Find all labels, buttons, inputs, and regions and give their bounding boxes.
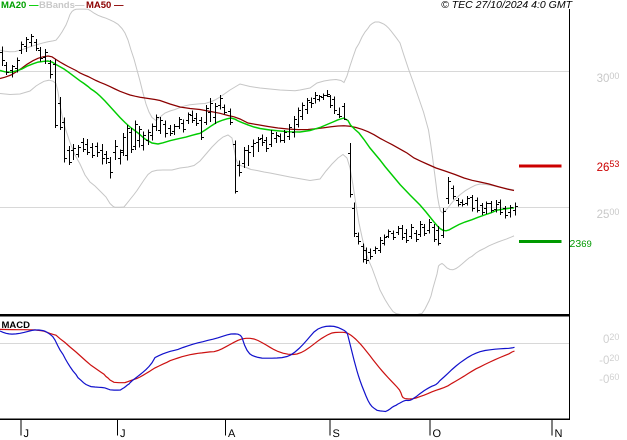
svg-text:J: J — [120, 428, 126, 440]
svg-text:N: N — [555, 428, 563, 440]
svg-text:J: J — [24, 428, 30, 440]
svg-text:O: O — [433, 428, 442, 440]
svg-text:S: S — [333, 428, 340, 440]
svg-text:A: A — [228, 428, 236, 440]
